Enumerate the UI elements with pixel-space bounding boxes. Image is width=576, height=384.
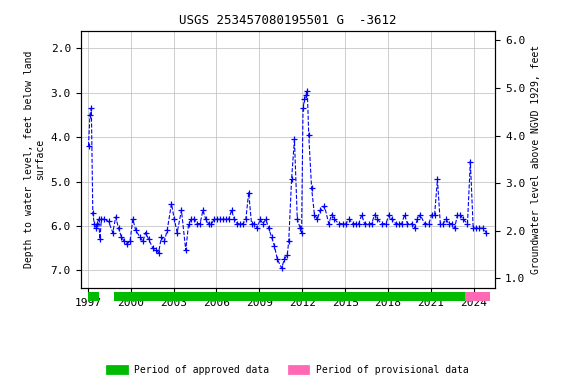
Legend: Period of approved data, Period of provisional data: Period of approved data, Period of provi… [103,361,473,379]
Title: USGS 253457080195501 G  -3612: USGS 253457080195501 G -3612 [179,14,397,27]
Y-axis label: Groundwater level above NGVD 1929, feet: Groundwater level above NGVD 1929, feet [531,45,541,274]
Bar [88,292,98,301]
Y-axis label: Depth to water level, feet below land
surface: Depth to water level, feet below land su… [24,51,45,268]
Bar [113,292,465,301]
Bar [465,292,490,301]
